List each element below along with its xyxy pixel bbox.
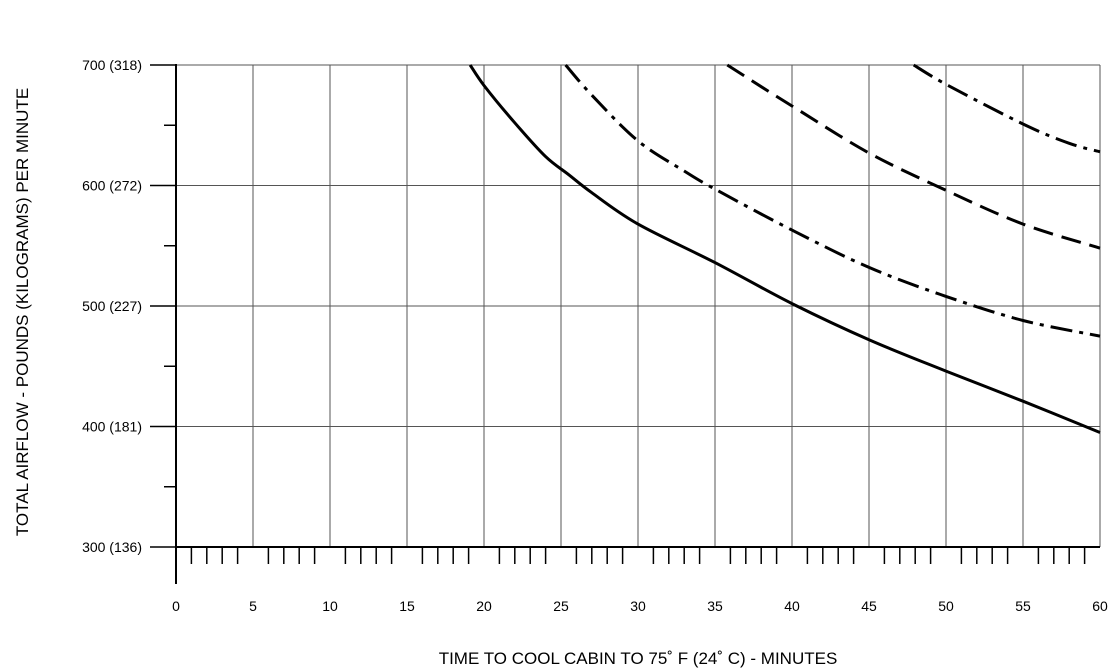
x-tick-label: 60 (1092, 598, 1108, 614)
y-tick-labels: 300 (136) 400 (181) 500 (227) 600 (272) 700 … (82, 57, 142, 555)
y-tick-label: 400 (181) (82, 419, 142, 435)
x-tick-label: 35 (707, 598, 723, 614)
x-tick-label: 40 (784, 598, 800, 614)
x-tick-label: 10 (322, 598, 338, 614)
x-tick-label: 5 (249, 598, 257, 614)
y-tick-label: 600 (272) (82, 178, 142, 194)
x-tick-label: 25 (553, 598, 569, 614)
x-tick-label: 45 (861, 598, 877, 614)
x-tick-label: 15 (399, 598, 415, 614)
y-tick-label: 300 (136) (82, 539, 142, 555)
x-tick-label: 50 (938, 598, 954, 614)
x-tick-label: 55 (1015, 598, 1031, 614)
series-line-1 (468, 64, 1101, 434)
series-line-2 (564, 64, 1101, 338)
axes (175, 64, 1100, 584)
y-tick-label: 500 (227) (82, 298, 142, 314)
x-tick-labels: 0 5 10 15 20 25 30 35 40 45 50 55 60 (172, 598, 1108, 614)
grid-lines (176, 64, 1101, 547)
series-lines (468, 63, 1101, 434)
series-line-4 (912, 63, 1101, 154)
x-tick-label: 0 (172, 598, 180, 614)
tick-marks (150, 64, 1086, 564)
x-tick-label: 30 (630, 598, 646, 614)
x-axis-title: TIME TO COOL CABIN TO 75˚ F (24˚ C) - MI… (439, 649, 838, 668)
y-tick-label: 700 (318) (82, 57, 142, 73)
y-axis-title: TOTAL AIRFLOW - POUNDS (KILOGRAMS) PER M… (13, 88, 32, 536)
x-tick-label: 20 (476, 598, 492, 614)
series-line-3 (726, 63, 1101, 250)
